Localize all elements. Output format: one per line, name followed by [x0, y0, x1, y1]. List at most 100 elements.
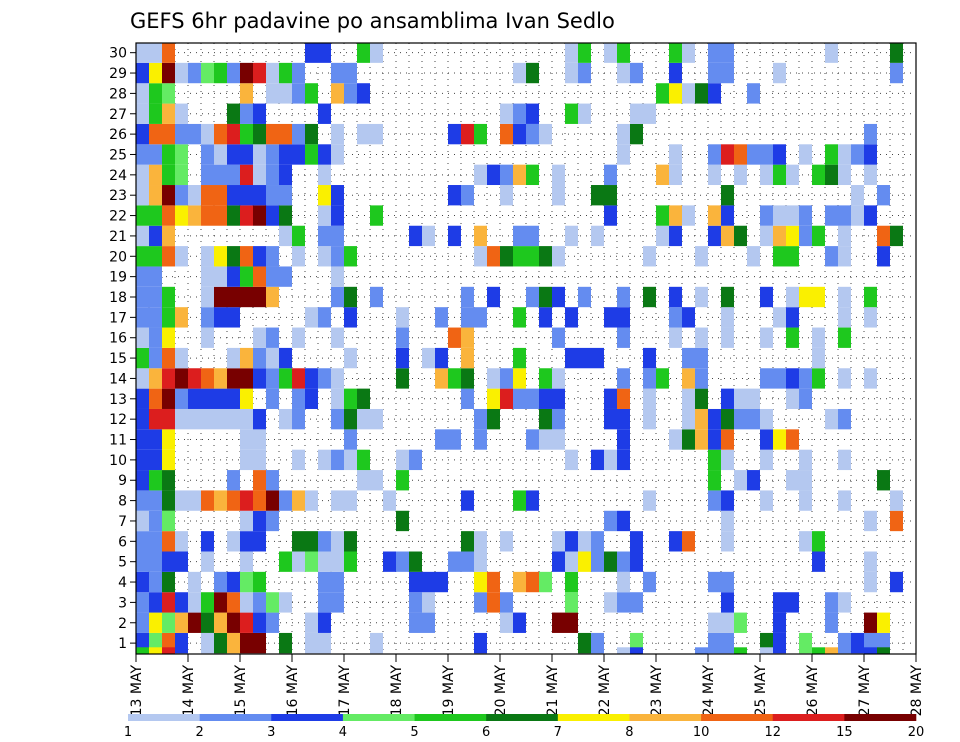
heatmap-cell: [227, 388, 240, 409]
heatmap-cell: [240, 103, 253, 124]
heatmap-cell: [721, 42, 734, 63]
heatmap-cell: [227, 571, 240, 593]
heatmap-cell: [331, 286, 344, 308]
heatmap-cell: [149, 347, 162, 369]
colorbar-label: 8: [625, 725, 633, 740]
heatmap-cell: [162, 429, 175, 450]
heatmap-cell: [461, 347, 474, 369]
colorbar-label: 20: [908, 725, 925, 740]
heatmap-cell: [305, 144, 318, 165]
heatmap-cell: [331, 449, 344, 471]
heatmap-cell: [682, 531, 695, 552]
heatmap-cell: [227, 123, 240, 145]
heatmap-cell: [279, 185, 292, 206]
heatmap-cell: [799, 388, 812, 409]
heatmap-cell: [799, 632, 812, 654]
heatmap-cell: [214, 307, 227, 328]
heatmap-cell: [565, 551, 578, 572]
heatmap-cell: [760, 205, 773, 226]
heatmap-cell: [279, 62, 292, 84]
heatmap-cell: [279, 632, 292, 654]
y-tick-label: 19: [109, 270, 127, 286]
heatmap-cell: [500, 185, 513, 206]
heatmap-cell: [292, 62, 305, 84]
heatmap-cell: [175, 388, 188, 409]
heatmap-cell: [240, 347, 253, 369]
heatmap-cell: [331, 551, 344, 572]
heatmap-cell: [461, 123, 474, 145]
x-tick-label: 27 MAY: [857, 665, 873, 717]
heatmap-cell: [149, 103, 162, 124]
y-tick-label: 20: [109, 249, 127, 265]
colorbar-label: 1: [124, 725, 132, 740]
heatmap-cell: [734, 647, 747, 654]
heatmap-cell: [162, 286, 175, 308]
heatmap-cell: [305, 368, 318, 389]
heatmap-cell: [890, 42, 903, 63]
heatmap-cell: [643, 103, 656, 124]
heatmap-cell: [240, 185, 253, 206]
x-tick-label: 23 MAY: [649, 665, 665, 717]
heatmap-cells: [136, 42, 903, 654]
heatmap-cell: [136, 327, 149, 348]
heatmap-cell: [435, 368, 448, 389]
heatmap-cell: [149, 185, 162, 206]
heatmap-cell: [266, 592, 279, 613]
colorbar-label: 15: [836, 725, 853, 740]
heatmap-cell: [539, 408, 552, 430]
heatmap-cell: [149, 449, 162, 471]
heatmap-cell: [695, 388, 708, 409]
heatmap-cell: [721, 307, 734, 328]
heatmap-cell: [136, 612, 149, 633]
heatmap-cell: [266, 388, 279, 409]
heatmap-cell: [331, 83, 344, 104]
heatmap-cell: [812, 551, 825, 572]
y-tick-label: 5: [118, 555, 127, 571]
heatmap-cell: [617, 388, 630, 409]
heatmap-cell: [253, 490, 266, 511]
heatmap-cell: [318, 246, 331, 267]
heatmap-cell: [214, 592, 227, 613]
heatmap-cell: [136, 531, 149, 552]
heatmap-cell: [136, 647, 149, 654]
heatmap-cell: [370, 286, 383, 308]
heatmap-cell: [318, 185, 331, 206]
heatmap-cell: [266, 347, 279, 369]
heatmap-cell: [136, 408, 149, 430]
heatmap-cell: [448, 327, 461, 348]
heatmap-cell: [253, 632, 266, 654]
heatmap-cell: [721, 327, 734, 348]
heatmap-cell: [578, 42, 591, 63]
heatmap-cell: [409, 225, 422, 247]
heatmap-cell: [695, 327, 708, 348]
heatmap-cell: [838, 286, 851, 308]
heatmap-cell: [318, 205, 331, 226]
heatmap-cell: [227, 612, 240, 633]
heatmap-cell: [253, 185, 266, 206]
heatmap-cell: [149, 647, 162, 654]
heatmap-cell: [266, 327, 279, 348]
heatmap-cell: [162, 368, 175, 389]
heatmap-cell: [162, 647, 175, 654]
heatmap-cell: [630, 103, 643, 124]
heatmap-cell: [370, 470, 383, 491]
heatmap-cell: [552, 388, 565, 409]
heatmap-cell: [240, 632, 253, 654]
heatmap-cell: [682, 347, 695, 369]
heatmap-cell: [877, 246, 890, 267]
heatmap-cell: [552, 612, 565, 633]
heatmap-cell: [422, 612, 435, 633]
heatmap-cell: [227, 103, 240, 124]
heatmap-cell: [318, 164, 331, 186]
heatmap-cell: [786, 286, 799, 308]
heatmap-cell: [344, 246, 357, 267]
heatmap-cell: [461, 388, 474, 409]
heatmap-cell: [500, 123, 513, 145]
heatmap-cell: [162, 164, 175, 186]
colorbar-segment: [486, 714, 559, 721]
heatmap-cell: [136, 592, 149, 613]
heatmap-cell: [136, 449, 149, 471]
heatmap-cell: [149, 551, 162, 572]
heatmap-cell: [318, 592, 331, 613]
heatmap-cell: [201, 408, 214, 430]
